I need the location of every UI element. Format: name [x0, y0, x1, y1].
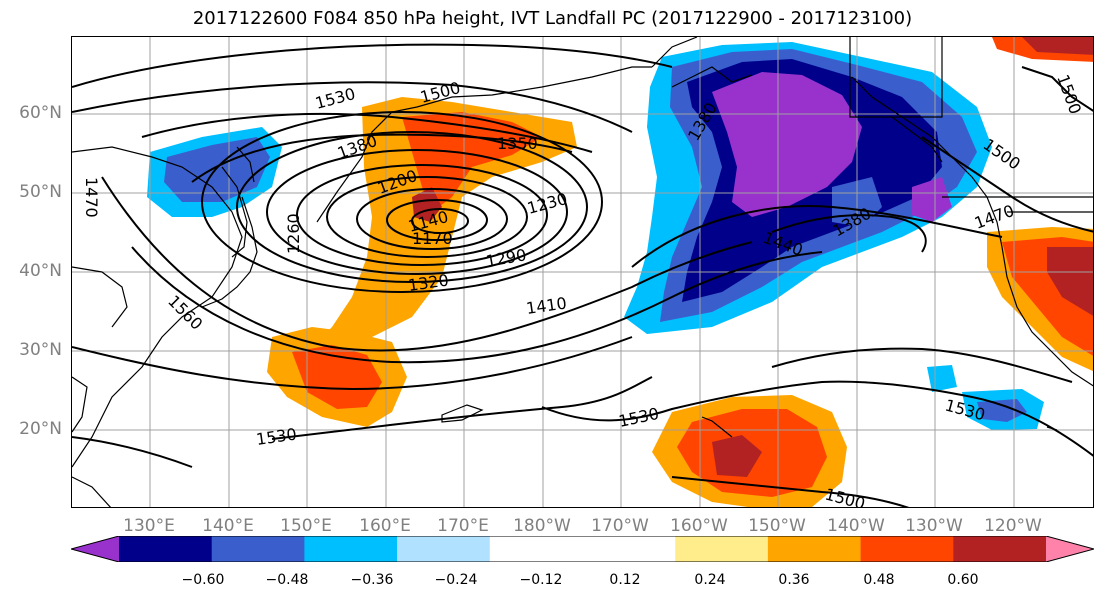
colorbar-tick-label: 0.24	[694, 572, 726, 588]
svg-text:1560: 1560	[164, 291, 206, 333]
lon-label-160e: 160°E	[359, 516, 411, 536]
colorbar-segment	[767, 536, 862, 562]
colorbar-tick-label: −0.24	[434, 572, 478, 588]
svg-text:1260: 1260	[284, 213, 303, 254]
lat-label-40n: 40°N	[19, 261, 62, 281]
svg-text:1290: 1290	[484, 245, 527, 271]
svg-text:1170: 1170	[412, 229, 453, 248]
lat-label-60n: 60°N	[19, 103, 62, 123]
map-canvas: 1530 1500 1380 1350 1470 1200 1140 1170 …	[72, 37, 1093, 508]
colorbar-tick-label: −0.60	[181, 572, 225, 588]
lon-label-120w: 120°W	[984, 516, 1042, 536]
svg-text:1500: 1500	[823, 485, 867, 508]
svg-text:1470: 1470	[972, 201, 1017, 233]
ivt-negative-region-hawaii-east	[927, 365, 1044, 430]
colorbar-extend-min	[71, 536, 119, 562]
colorbar-segment	[489, 536, 583, 562]
lat-label-30n: 30°N	[19, 340, 62, 360]
colorbar-segment	[675, 536, 769, 562]
ivt-positive-region-subtropics	[267, 327, 407, 427]
map-title: 2017122600 F084 850 hPa height, IVT Land…	[192, 8, 913, 29]
svg-text:1530: 1530	[617, 404, 661, 431]
svg-text:1530: 1530	[255, 424, 298, 448]
map-panel[interactable]: 1530 1500 1380 1350 1470 1200 1140 1170 …	[71, 36, 1094, 508]
lon-label-150w: 150°W	[748, 516, 806, 536]
colorbar-tick-label: −0.12	[519, 572, 563, 588]
colorbar-segment	[953, 536, 1047, 562]
lon-label-180w: 180°W	[513, 516, 571, 536]
colorbar-tick-label: 0.48	[863, 572, 895, 588]
colorbar-segment	[860, 536, 954, 562]
lon-label-130e: 130°E	[123, 516, 175, 536]
height-contours	[72, 43, 1093, 507]
lon-label-150e: 150°E	[280, 516, 332, 536]
colorbar-tick-label: 0.36	[778, 572, 810, 588]
colorbar-tick-label: −0.36	[350, 572, 394, 588]
colorbar-segment	[582, 536, 676, 562]
colorbar-segment	[397, 536, 491, 562]
colorbar-segment	[119, 536, 213, 562]
lon-label-140e: 140°E	[202, 516, 254, 536]
colorbar-tick-label: −0.48	[265, 572, 309, 588]
svg-text:1470: 1470	[82, 177, 101, 218]
lon-label-160w: 160°W	[670, 516, 728, 536]
lat-label-20n: 20°N	[19, 419, 62, 439]
colorbar-tick-label: 0.12	[609, 572, 641, 588]
lon-label-170e: 170°E	[437, 516, 489, 536]
colorbar-segment	[304, 536, 398, 562]
lon-label-140w: 140°W	[827, 516, 885, 536]
lon-label-130w: 130°W	[905, 516, 963, 536]
ivt-negative-region-north-america	[624, 42, 992, 334]
coastlines	[72, 37, 1093, 507]
svg-text:1350: 1350	[497, 134, 538, 153]
colorbar-segment	[211, 536, 305, 562]
colorbar	[71, 536, 1094, 562]
lon-label-170w: 170°W	[591, 516, 649, 536]
colorbar-extend-max	[1046, 536, 1094, 562]
svg-text:1500: 1500	[980, 135, 1024, 174]
svg-text:1500: 1500	[1053, 72, 1085, 117]
colorbar-tick-label: 0.60	[947, 572, 979, 588]
lat-label-50n: 50°N	[19, 182, 62, 202]
svg-text:1530: 1530	[313, 84, 357, 113]
